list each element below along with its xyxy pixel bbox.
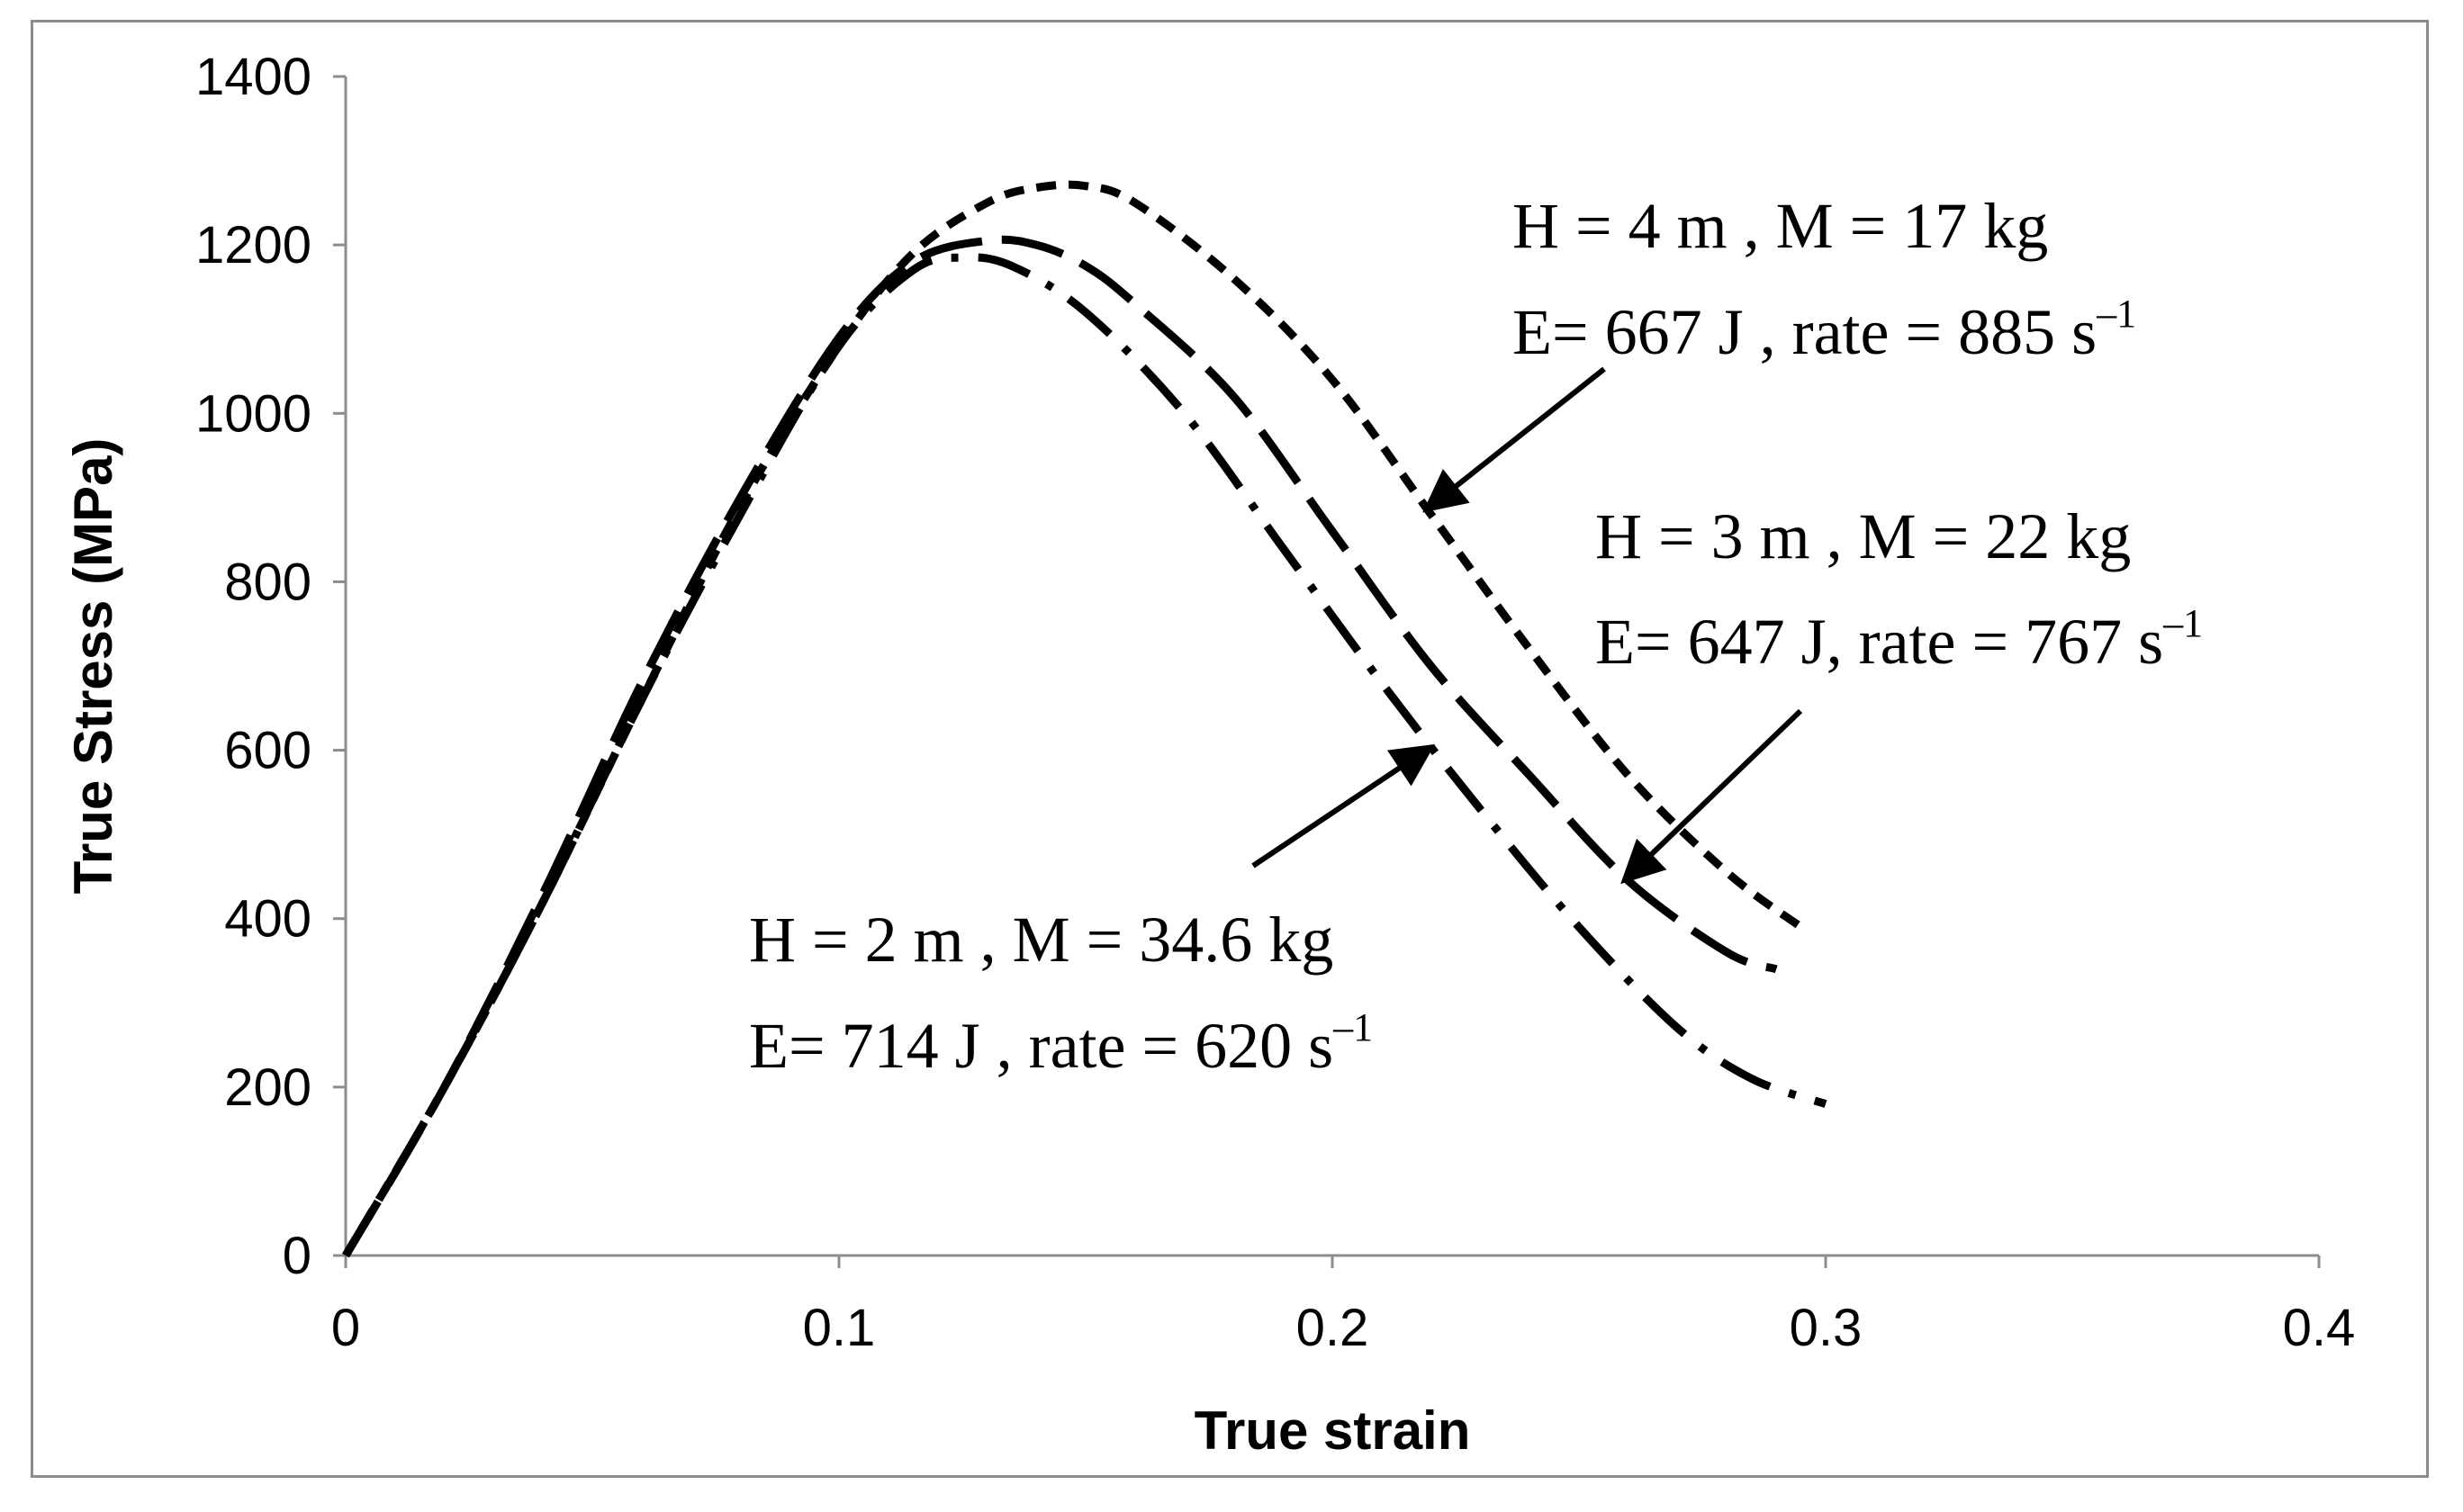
y-tick-label: 1200 xyxy=(195,216,311,274)
series-layer xyxy=(342,180,1827,1258)
series-line-2 xyxy=(342,235,1778,1258)
x-tick-label: 0.3 xyxy=(1790,1299,1863,1357)
y-tick-label: 1400 xyxy=(195,48,311,106)
axes: 0 200 400 600 800 1000 1200 1400 0 0.1 0.2 0.3 0.4 xyxy=(195,48,2355,1357)
x-tick-label: 0.2 xyxy=(1296,1299,1369,1357)
annotation-arrow xyxy=(1422,366,1606,513)
x-tick-label: 0.1 xyxy=(803,1299,876,1357)
annotation-layer: H = 4 m , M = 17 kg E= 667 J , rate = 885… xyxy=(749,190,2203,1082)
annotation-superscript: –1 xyxy=(2096,292,2136,336)
series-line-3 xyxy=(342,253,1827,1258)
annotation-line2-main: E= 714 J , rate = 620 s xyxy=(749,1010,1333,1082)
annotation-line2-main: E= 647 J, rate = 767 s xyxy=(1595,606,2163,678)
x-tick-label: 0 xyxy=(331,1299,360,1357)
y-tick-label: 1000 xyxy=(195,384,311,443)
annotation-arrow xyxy=(1620,708,1803,885)
annotation-line2: E= 667 J , rate = 885 s–1 xyxy=(1512,292,2136,368)
annotation-line1: H = 2 m , M = 34.6 kg xyxy=(749,904,1333,976)
y-axis-title: True Stress (MPa) xyxy=(63,438,123,895)
chart-frame xyxy=(31,20,2429,1478)
annotation-arrow xyxy=(1251,743,1436,868)
annotation-line1: H = 3 m , M = 22 kg xyxy=(1595,500,2131,572)
annotation-line1: H = 4 m , M = 17 kg xyxy=(1512,190,2048,262)
x-tick-label: 0.4 xyxy=(2283,1299,2356,1357)
x-axis-title: True strain xyxy=(1195,1400,1471,1461)
annotation-line2: E= 647 J, rate = 767 s–1 xyxy=(1595,601,2203,678)
y-tick-label: 400 xyxy=(224,890,311,949)
annotation-line2: E= 714 J , rate = 620 s–1 xyxy=(749,1005,1373,1082)
y-tick-label: 800 xyxy=(224,553,311,611)
series-line-1 xyxy=(342,180,1804,1258)
annotation-line2-main: E= 667 J , rate = 885 s xyxy=(1512,296,2097,368)
y-tick-label: 0 xyxy=(283,1227,311,1285)
y-tick-label: 200 xyxy=(224,1058,311,1117)
annotation-superscript: –1 xyxy=(1332,1005,1373,1049)
annotation-superscript: –1 xyxy=(2162,601,2203,645)
y-tick-label: 600 xyxy=(224,722,311,780)
